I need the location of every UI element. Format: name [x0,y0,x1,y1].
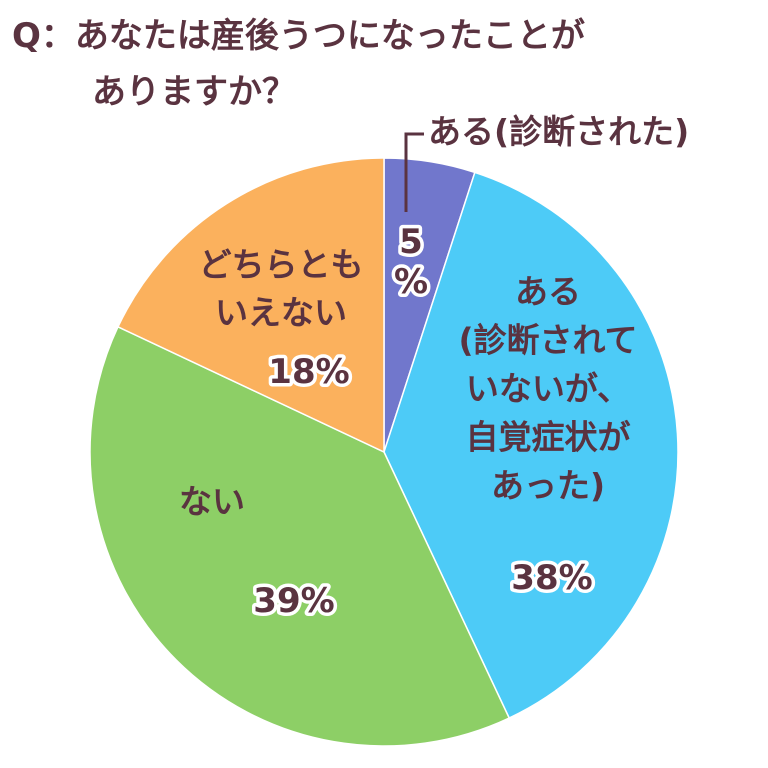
pie-slice-4 [116,157,385,454]
slice-2-value-label-line-1: 38% [511,558,592,598]
slice-3-value-label-line-1: 39% [253,581,334,621]
pie-slice-3 [89,325,511,747]
slice-4-value-label-line-1: 18% [268,352,349,392]
slice-4-category-label-line-1: どちらとも [199,245,364,284]
leader-lines [404,132,424,212]
slice-2-category-label-line-1: ある [515,272,581,311]
slice-3-category-label-line-1: ない [179,482,245,521]
slice-1-value-label-line-2: % [394,262,428,302]
pie-slices [89,157,679,747]
chart-title-line-2: ありますか？ [92,72,296,112]
slice-2-category-label-line-5: あった) [491,466,605,505]
pie-slice-2 [383,171,679,720]
chart-title-line-1: Q：あなたは産後うつになったことが [12,16,585,56]
slice-2-category-label-line-4: 自覚症状が [466,418,631,457]
slice-2-category-label-line-2: (診断されて [458,321,637,360]
slice-4-category-label-line-2: いえない [215,293,347,332]
chart-title: Q：あなたは産後うつになったことが ありますか？ [12,16,585,112]
slice-1-category-label-line-1: ある(診断された) [428,112,689,151]
slice-1-value-label-line-1: 5 [399,222,423,262]
leader-line-slice-1 [404,132,424,212]
slice-2-category-label-line-3: いないが、 [466,369,630,408]
